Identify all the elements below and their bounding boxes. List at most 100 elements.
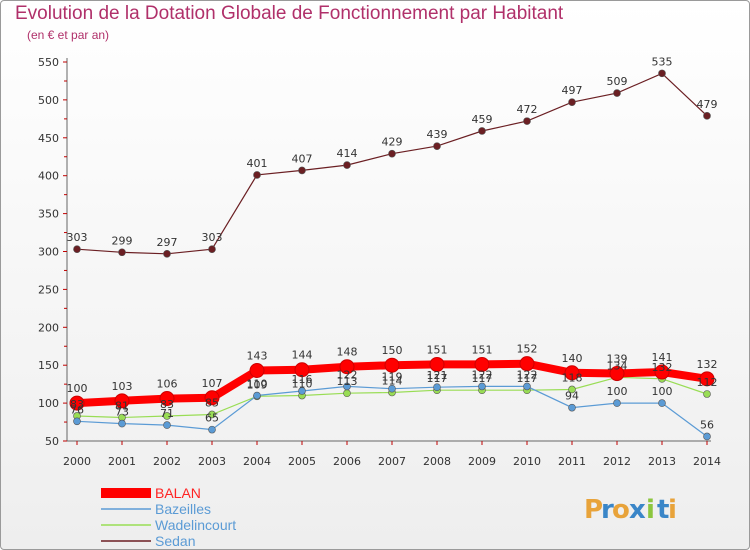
data-label-sedan: 509 (607, 75, 628, 88)
legend-label-balan: BALAN (155, 485, 201, 501)
chart-subtitle: (en € et par an) (27, 28, 110, 42)
data-label-wadelincourt: 83 (70, 398, 84, 411)
logo-letter: r (601, 495, 614, 525)
data-label-sedan: 407 (292, 152, 313, 165)
data-point-wadelincourt (703, 390, 711, 398)
x-tick-label: 2000 (63, 455, 91, 468)
data-label-balan: 143 (247, 350, 268, 363)
data-point-sedan (523, 117, 531, 125)
data-point-sedan (478, 127, 486, 135)
data-point-balan (294, 362, 310, 378)
data-point-bazeilles (253, 391, 261, 400)
data-label-wadelincourt: 113 (337, 375, 358, 388)
y-tick-label: 250 (38, 283, 59, 296)
proxiti-logo: Pro x i ti (584, 495, 677, 525)
data-label-bazeilles: 122 (517, 368, 538, 381)
data-label-sedan: 439 (427, 128, 448, 141)
data-label-sedan: 297 (157, 236, 178, 249)
x-tick-label: 2007 (378, 455, 406, 468)
logo-letter: i (668, 495, 677, 525)
data-label-bazeilles: 76 (70, 403, 84, 416)
data-point-bazeilles (613, 399, 621, 407)
data-point-sedan (703, 112, 711, 120)
data-label-balan: 139 (607, 353, 628, 366)
data-label-sedan: 472 (517, 103, 538, 116)
data-point-bazeilles (433, 383, 441, 391)
data-label-bazeilles: 122 (472, 368, 493, 381)
data-label-sedan: 459 (472, 113, 493, 126)
logo-letter: P (584, 495, 603, 525)
data-point-sedan (658, 69, 666, 78)
data-point-bazeilles (298, 387, 306, 395)
data-label-wadelincourt: 117 (517, 372, 538, 385)
x-tick-label: 2011 (558, 455, 586, 468)
data-label-wadelincourt: 132 (652, 361, 673, 374)
data-label-bazeilles: 100 (607, 385, 628, 398)
data-label-wadelincourt: 117 (472, 372, 493, 385)
axes: 50 100 150 200 250 300 350 400 450 500 550 2000 2001… (38, 56, 721, 468)
data-label-balan: 132 (697, 358, 718, 371)
data-point-sedan (613, 89, 621, 97)
data-label-sedan: 429 (382, 136, 403, 149)
data-label-bazeilles: 121 (427, 369, 448, 382)
data-point-balan (564, 365, 580, 381)
series-layer (69, 69, 715, 441)
data-point-sedan (118, 248, 126, 257)
data-point-wadelincourt (568, 385, 576, 394)
data-point-sedan (253, 171, 261, 179)
logo-letter: o (612, 495, 630, 525)
data-point-bazeilles (568, 403, 576, 412)
data-label-wadelincourt: 114 (382, 374, 403, 387)
data-point-sedan (433, 142, 441, 150)
x-tick-label: 2005 (288, 455, 316, 468)
data-point-bazeilles (73, 417, 81, 426)
legend-label-wadelincourt: Wadelincourt (155, 517, 236, 533)
data-point-balan (654, 364, 670, 380)
x-tick-label: 2008 (423, 455, 451, 468)
data-point-sedan (343, 161, 351, 169)
data-label-sedan: 401 (247, 157, 268, 170)
data-label-wadelincourt: 117 (427, 372, 448, 385)
x-tick-label: 2012 (603, 455, 631, 468)
data-label-balan: 107 (202, 377, 223, 390)
data-label-bazeilles: 119 (382, 371, 403, 384)
data-label-balan: 140 (562, 352, 583, 365)
data-point-sedan (208, 245, 216, 254)
x-tick-label: 2001 (108, 455, 136, 468)
data-point-balan (249, 363, 265, 379)
data-point-balan (474, 356, 490, 372)
data-point-bazeilles (343, 382, 351, 391)
data-label-balan: 100 (67, 382, 88, 395)
x-tick-label: 2009 (468, 455, 496, 468)
y-tick-label: 300 (38, 246, 59, 259)
data-label-bazeilles: 94 (565, 390, 579, 403)
data-label-balan: 152 (517, 343, 538, 356)
data-label-wadelincourt: 85 (205, 396, 219, 409)
y-tick-label: 100 (38, 397, 59, 410)
x-tick-label: 2014 (693, 455, 721, 468)
data-point-bazeilles (523, 382, 531, 391)
data-point-balan (699, 371, 715, 387)
y-tick-label: 350 (38, 208, 59, 221)
data-label-bazeilles: 116 (292, 373, 313, 386)
series-line-sedan (76, 72, 708, 255)
data-label-wadelincourt: 109 (247, 378, 268, 391)
data-point-sedan (73, 245, 81, 254)
y-tick-label: 200 (38, 321, 59, 334)
data-label-sedan: 299 (112, 234, 133, 247)
data-point-sedan (388, 149, 396, 158)
data-label-balan: 151 (427, 343, 448, 356)
x-tick-label: 2004 (243, 455, 271, 468)
data-label-balan: 150 (382, 344, 403, 357)
data-label-wadelincourt: 83 (160, 398, 174, 411)
data-point-balan (339, 359, 355, 375)
data-point-sedan (568, 98, 576, 106)
data-point-balan (69, 395, 85, 411)
data-label-sedan: 479 (697, 98, 718, 111)
x-tick-label: 2010 (513, 455, 541, 468)
data-point-sedan (163, 249, 171, 258)
data-point-bazeilles (163, 421, 171, 429)
